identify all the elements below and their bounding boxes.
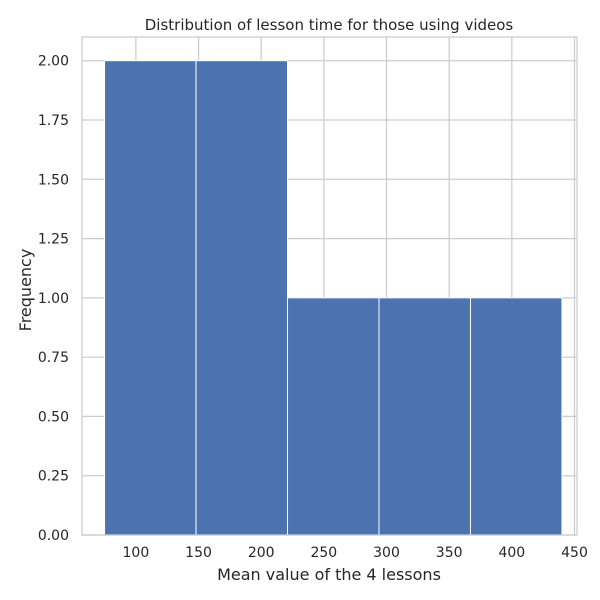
x-tick-labels: 100 150 200 250 300 350 400 450 xyxy=(123,545,588,561)
y-tick-label: 1.00 xyxy=(38,291,69,307)
x-tick-label: 350 xyxy=(436,545,463,561)
y-tick-label: 1.75 xyxy=(38,113,69,129)
x-tick-label: 300 xyxy=(373,545,400,561)
x-tick-label: 400 xyxy=(498,545,525,561)
histogram-bar-5 xyxy=(469,297,563,536)
histogram-bars xyxy=(104,60,563,536)
histogram-bar-4 xyxy=(378,297,471,536)
x-tick-label: 200 xyxy=(248,545,275,561)
y-tick-label: 0.75 xyxy=(38,350,69,366)
y-tick-label: 1.25 xyxy=(38,232,69,248)
plot-frame xyxy=(81,36,578,536)
y-tick-label: 0.00 xyxy=(38,528,69,544)
y-axis-label: Frequency xyxy=(16,249,35,332)
y-tick-label: 2.00 xyxy=(38,54,69,70)
chart-title: Distribution of lesson time for those us… xyxy=(145,16,514,34)
x-tick-label: 100 xyxy=(123,545,150,561)
x-tick-label: 450 xyxy=(561,545,588,561)
histogram-bar-1 xyxy=(104,60,197,536)
x-tick-label: 250 xyxy=(310,545,337,561)
y-tick-label: 0.25 xyxy=(38,469,69,485)
y-tick-label: 0.50 xyxy=(38,409,69,425)
x-tick-label: 150 xyxy=(185,545,212,561)
histogram-bar-2 xyxy=(195,60,289,536)
histogram-bar-3 xyxy=(287,297,380,536)
x-axis-label: Mean value of the 4 lessons xyxy=(217,565,441,584)
y-tick-labels: 0.00 0.25 0.50 0.75 1.00 1.25 1.50 1.75 2.00 xyxy=(38,54,69,544)
y-tick-label: 1.50 xyxy=(38,172,69,188)
